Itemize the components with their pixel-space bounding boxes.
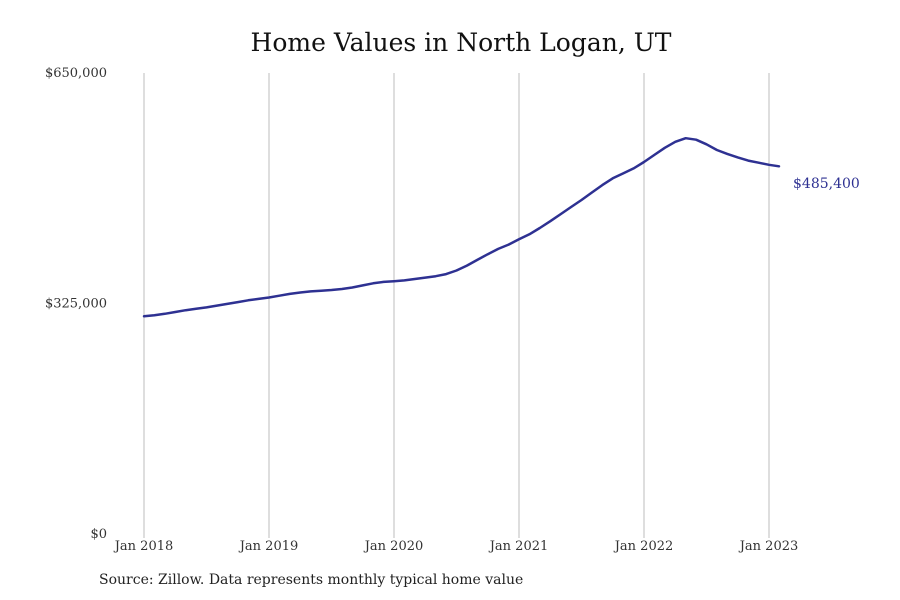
x-tick-label: Jan 2018 — [113, 539, 174, 554]
y-axis-ticks: $0 $325,000 $650,000 — [45, 66, 107, 542]
series-line-home-value — [142, 136, 781, 318]
end-value-label: $485,400 — [793, 176, 860, 192]
source-note: Source: Zillow. Data represents monthly … — [99, 572, 524, 588]
x-tick-label: Jan 2021 — [488, 539, 549, 554]
x-tick-label: Jan 2023 — [738, 539, 799, 554]
x-tick-label: Jan 2020 — [363, 539, 424, 554]
x-axis-ticks: Jan 2018 Jan 2019 Jan 2020 Jan 2021 Jan 2022… — [113, 539, 799, 554]
x-tick-label: Jan 2019 — [238, 539, 299, 554]
y-tick-label: $650,000 — [45, 66, 107, 81]
y-tick-label: $0 — [90, 527, 107, 542]
chart-title: Home Values in North Logan, UT — [251, 28, 672, 57]
grid-lines — [143, 73, 770, 538]
y-tick-label: $325,000 — [45, 297, 107, 312]
x-tick-label: Jan 2022 — [613, 539, 674, 554]
